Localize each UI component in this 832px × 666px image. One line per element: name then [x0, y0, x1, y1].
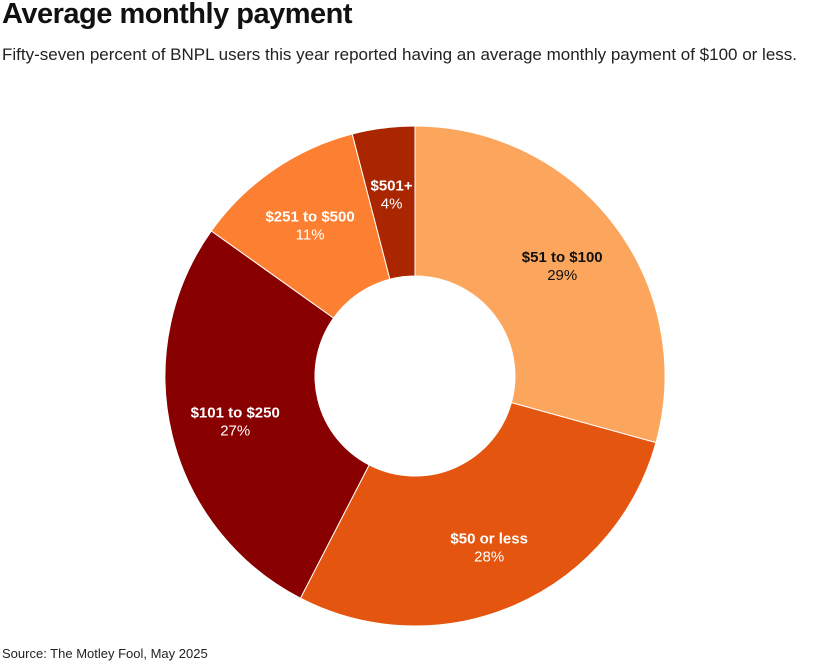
slice-value-label: 28% [474, 548, 504, 565]
slice-label: $51 to $100 [522, 249, 603, 266]
donut-slice [351, 125, 416, 280]
source-note: Source: The Motley Fool, May 2025 [2, 646, 208, 661]
slice-label: $501+ [371, 177, 413, 194]
slice-value-label: 29% [547, 267, 577, 284]
chart-title: Average monthly payment [2, 0, 353, 30]
slice-label: $101 to $250 [191, 405, 280, 422]
slice-label: $251 to $500 [265, 209, 354, 226]
donut-slice [299, 402, 657, 627]
donut-slice [414, 125, 666, 444]
chart-subtitle: Fifty-seven percent of BNPL users this y… [2, 45, 798, 64]
slice-value-label: 27% [220, 423, 250, 440]
donut-slice [210, 133, 391, 319]
slice-label: $50 or less [450, 530, 528, 547]
slice-value-label: 11% [296, 227, 325, 244]
slice-value-label: 4% [381, 195, 403, 212]
donut-slice [164, 230, 370, 599]
